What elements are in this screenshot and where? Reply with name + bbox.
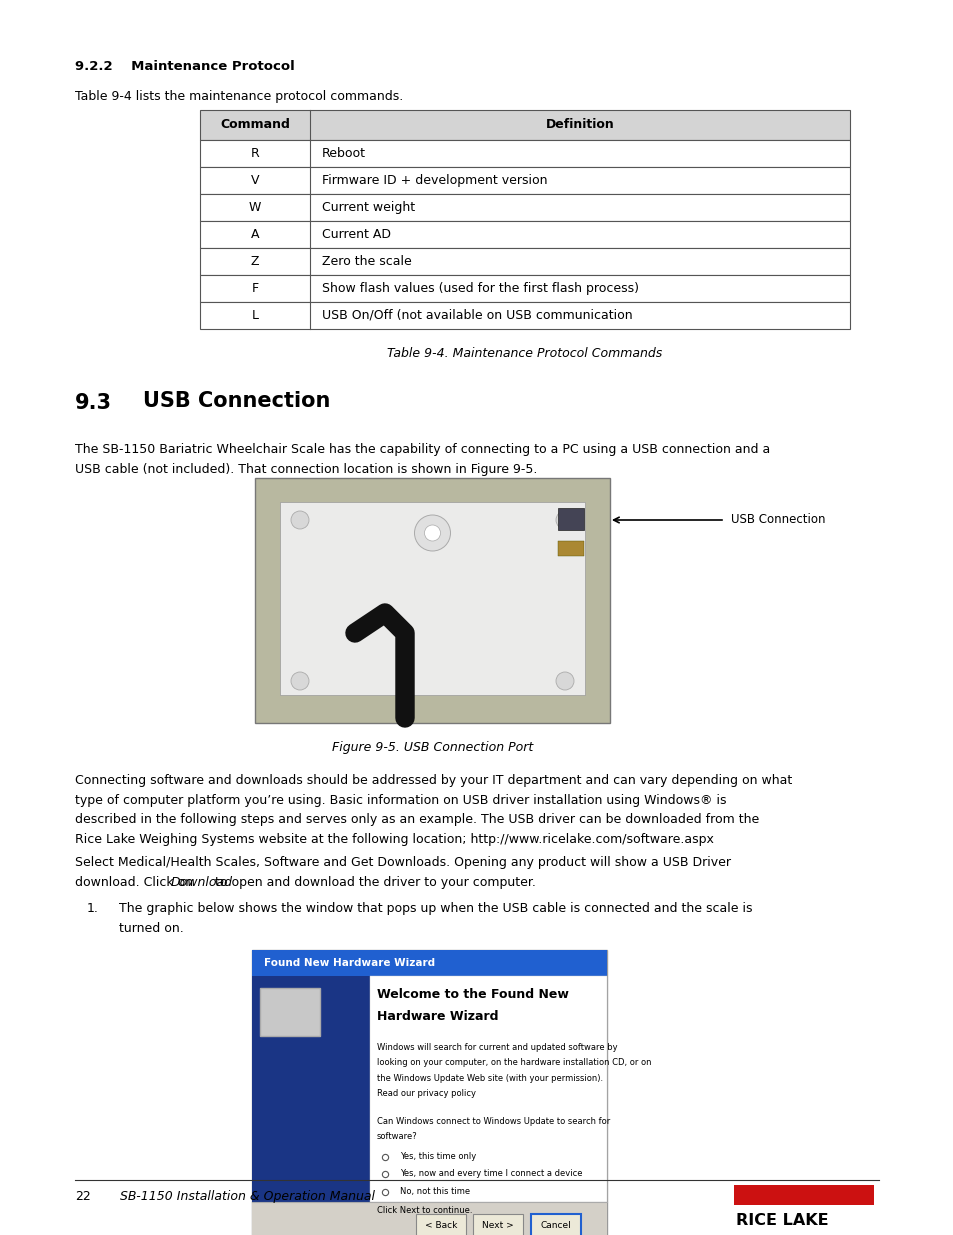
FancyBboxPatch shape <box>416 1214 465 1235</box>
Text: Windows will search for current and updated software by: Windows will search for current and upda… <box>376 1042 617 1051</box>
FancyBboxPatch shape <box>252 950 606 1235</box>
Text: Table 9-4 lists the maintenance protocol commands.: Table 9-4 lists the maintenance protocol… <box>75 90 403 103</box>
Text: Show flash values (used for the first flash process): Show flash values (used for the first fl… <box>322 282 639 295</box>
Text: The graphic below shows the window that pops up when the USB cable is connected : The graphic below shows the window that … <box>119 902 752 915</box>
Text: Yes, this time only: Yes, this time only <box>399 1151 476 1161</box>
Text: Cancel: Cancel <box>540 1221 571 1230</box>
Text: type of computer platform you’re using. Basic information on USB driver installa: type of computer platform you’re using. … <box>75 794 726 806</box>
Text: Command: Command <box>220 119 290 131</box>
Text: software?: software? <box>376 1132 417 1141</box>
Circle shape <box>414 515 450 551</box>
Text: RICE LAKE: RICE LAKE <box>735 1213 828 1228</box>
Text: turned on.: turned on. <box>119 921 184 935</box>
Text: Z: Z <box>251 254 259 268</box>
Circle shape <box>556 511 574 529</box>
FancyBboxPatch shape <box>200 167 849 194</box>
Circle shape <box>291 511 309 529</box>
Text: A: A <box>251 228 259 241</box>
Text: Select Medical/Health Scales, Software and Get Downloads. Opening any product wi: Select Medical/Health Scales, Software a… <box>75 856 730 869</box>
Text: 22: 22 <box>75 1191 91 1203</box>
Text: Definition: Definition <box>545 119 614 131</box>
FancyBboxPatch shape <box>260 988 319 1036</box>
Text: 9.3: 9.3 <box>75 393 112 412</box>
FancyBboxPatch shape <box>252 1202 606 1235</box>
Circle shape <box>291 672 309 690</box>
FancyBboxPatch shape <box>200 194 849 221</box>
Circle shape <box>556 672 574 690</box>
FancyBboxPatch shape <box>254 478 609 722</box>
Text: USB Connection: USB Connection <box>143 391 330 411</box>
Text: USB On/Off (not available on USB communication: USB On/Off (not available on USB communi… <box>322 309 632 322</box>
Text: SB-1150 Installation & Operation Manual: SB-1150 Installation & Operation Manual <box>120 1191 375 1203</box>
FancyBboxPatch shape <box>558 541 583 556</box>
Text: described in the following steps and serves only as an example. The USB driver c: described in the following steps and ser… <box>75 813 759 826</box>
Text: Table 9-4. Maintenance Protocol Commands: Table 9-4. Maintenance Protocol Commands <box>387 347 662 359</box>
FancyBboxPatch shape <box>200 110 849 140</box>
FancyBboxPatch shape <box>200 275 849 303</box>
Text: Reboot: Reboot <box>322 147 366 161</box>
Text: Download: Download <box>171 876 233 889</box>
Text: Yes, now and every time I connect a device: Yes, now and every time I connect a devi… <box>399 1170 582 1178</box>
FancyBboxPatch shape <box>200 303 849 329</box>
Text: USB cable (not included). That connection location is shown in Figure 9-5.: USB cable (not included). That connectio… <box>75 463 537 475</box>
Text: L: L <box>252 309 258 322</box>
Text: No, not this time: No, not this time <box>399 1187 470 1195</box>
Text: Zero the scale: Zero the scale <box>322 254 412 268</box>
Text: download. Click on: download. Click on <box>75 876 197 889</box>
FancyBboxPatch shape <box>200 140 849 167</box>
Text: USB Connection: USB Connection <box>730 514 824 526</box>
Text: 9.2.2    Maintenance Protocol: 9.2.2 Maintenance Protocol <box>75 61 294 73</box>
Text: Hardware Wizard: Hardware Wizard <box>376 1009 498 1023</box>
Text: V: V <box>251 174 259 186</box>
FancyBboxPatch shape <box>252 950 606 976</box>
Text: the Windows Update Web site (with your permission).: the Windows Update Web site (with your p… <box>376 1073 602 1083</box>
Text: Firmware ID + development version: Firmware ID + development version <box>322 174 547 186</box>
Text: Next >: Next > <box>481 1221 514 1230</box>
Text: Can Windows connect to Windows Update to search for: Can Windows connect to Windows Update to… <box>376 1116 610 1125</box>
FancyBboxPatch shape <box>558 508 583 530</box>
FancyBboxPatch shape <box>252 976 370 1202</box>
Text: looking on your computer, on the hardware installation CD, or on: looking on your computer, on the hardwar… <box>376 1058 651 1067</box>
FancyBboxPatch shape <box>280 501 584 695</box>
Text: Connecting software and downloads should be addressed by your IT department and : Connecting software and downloads should… <box>75 774 791 787</box>
Text: W: W <box>249 201 261 214</box>
Text: Click Next to continue.: Click Next to continue. <box>376 1205 472 1214</box>
Text: 1.: 1. <box>87 902 99 915</box>
Text: to open and download the driver to your computer.: to open and download the driver to your … <box>211 876 535 889</box>
Text: < Back: < Back <box>424 1221 456 1230</box>
Circle shape <box>424 525 440 541</box>
FancyBboxPatch shape <box>200 248 849 275</box>
Text: F: F <box>252 282 258 295</box>
Text: The SB-1150 Bariatric Wheelchair Scale has the capability of connecting to a PC : The SB-1150 Bariatric Wheelchair Scale h… <box>75 443 769 456</box>
Text: Read our privacy policy: Read our privacy policy <box>376 1089 476 1098</box>
FancyBboxPatch shape <box>733 1186 873 1205</box>
Text: Rice Lake Weighing Systems website at the following location; http://www.ricelak: Rice Lake Weighing Systems website at th… <box>75 832 713 846</box>
Text: Current weight: Current weight <box>322 201 415 214</box>
FancyBboxPatch shape <box>473 1214 522 1235</box>
Text: Current AD: Current AD <box>322 228 391 241</box>
FancyBboxPatch shape <box>370 976 606 1202</box>
Text: R: R <box>251 147 259 161</box>
Text: Figure 9-5. USB Connection Port: Figure 9-5. USB Connection Port <box>332 741 533 755</box>
FancyBboxPatch shape <box>200 221 849 248</box>
Text: Welcome to the Found New: Welcome to the Found New <box>376 988 568 1000</box>
Text: Found New Hardware Wizard: Found New Hardware Wizard <box>264 957 435 967</box>
FancyBboxPatch shape <box>531 1214 580 1235</box>
